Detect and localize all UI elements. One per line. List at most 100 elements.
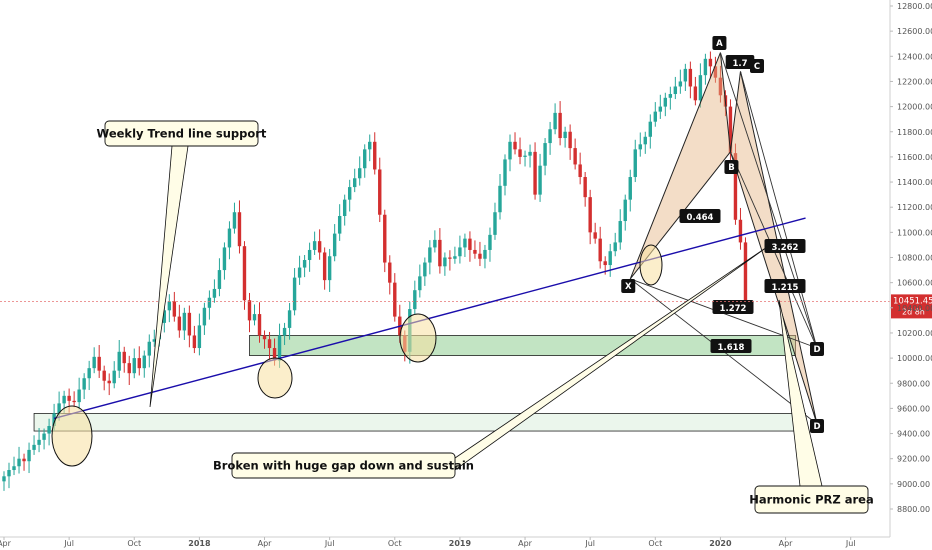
candle-body xyxy=(463,238,467,248)
candle-body xyxy=(393,282,397,317)
candle xyxy=(232,202,237,234)
candle-body xyxy=(468,238,472,250)
candle-body xyxy=(297,267,302,278)
candle-body xyxy=(563,131,567,139)
support-circle-1 xyxy=(51,405,93,467)
candle xyxy=(548,121,552,155)
candle xyxy=(192,325,197,354)
candle-body xyxy=(312,241,317,250)
candle xyxy=(728,99,733,165)
candle-body xyxy=(433,239,437,248)
candle xyxy=(42,428,46,450)
candle xyxy=(738,207,743,250)
point-d-1: D xyxy=(813,345,820,355)
candle-body xyxy=(12,466,16,471)
candle-body xyxy=(277,335,282,361)
candle-body xyxy=(167,301,172,311)
candle-body xyxy=(152,339,156,342)
candle xyxy=(358,156,362,186)
candle-body xyxy=(97,356,101,371)
callout-gap-down: Broken with huge gap down and sustain xyxy=(213,244,771,479)
candle-body xyxy=(207,297,212,308)
candle xyxy=(633,139,637,183)
x-tick-label: Apr xyxy=(779,539,794,548)
y-tick-label: 10200.00 xyxy=(897,329,932,338)
candle-body xyxy=(428,247,432,263)
candle-body xyxy=(22,458,26,462)
candle xyxy=(312,231,317,255)
candle xyxy=(423,257,427,286)
ratio-bd: 1.215 xyxy=(772,283,799,293)
y-tick-label: 8800.00 xyxy=(897,505,930,514)
candle xyxy=(307,242,312,272)
candle xyxy=(648,114,652,149)
ratio-cd: 3.262 xyxy=(772,243,799,253)
candle xyxy=(27,442,31,474)
candle xyxy=(302,254,307,278)
y-tick-label: 10400.00 xyxy=(897,304,932,313)
candle xyxy=(92,347,96,374)
candle xyxy=(418,264,422,298)
candle xyxy=(543,138,547,176)
candle-body xyxy=(182,312,187,331)
ratio-cd-bg xyxy=(764,239,806,253)
candle-body xyxy=(573,148,577,165)
candle xyxy=(623,194,627,231)
candle-body xyxy=(608,251,612,266)
candle-body xyxy=(518,149,522,157)
candle xyxy=(197,313,202,356)
candle xyxy=(663,92,668,117)
x-tick-label: Apr xyxy=(518,539,533,548)
candle xyxy=(82,373,86,400)
candle-body xyxy=(373,141,377,170)
y-tick-label: 10800.00 xyxy=(897,254,932,263)
candle-body xyxy=(703,58,708,76)
point-a-bg xyxy=(712,36,727,50)
candle-body xyxy=(127,363,131,374)
x-tick-label: Apr xyxy=(0,539,12,548)
candle-body xyxy=(528,151,532,156)
y-tick-label: 11200.00 xyxy=(897,203,932,212)
candle xyxy=(573,138,577,170)
candle-body xyxy=(728,106,733,154)
candle xyxy=(568,124,572,160)
candle xyxy=(448,250,452,271)
candle xyxy=(332,224,337,262)
candle xyxy=(337,204,342,241)
candle xyxy=(222,242,227,280)
candle xyxy=(733,143,738,225)
point-b: B xyxy=(728,163,734,173)
candle xyxy=(508,134,512,172)
candle-body xyxy=(733,153,738,220)
candle-body xyxy=(603,261,607,266)
candle xyxy=(17,446,21,474)
candle-body xyxy=(548,129,552,144)
candle xyxy=(743,237,748,311)
callout-prz-box xyxy=(754,485,869,514)
candle xyxy=(693,76,698,106)
point-d-2: D xyxy=(813,422,820,432)
candle-body xyxy=(92,356,96,369)
last-price-tag xyxy=(891,294,932,319)
ratio-xd-2: 1.618 xyxy=(718,343,745,353)
candle xyxy=(473,240,477,259)
candle xyxy=(242,241,247,310)
y-tick-label: 12000.00 xyxy=(897,103,932,112)
candle-body xyxy=(583,177,587,198)
candle xyxy=(553,103,557,135)
candle-body xyxy=(493,212,497,235)
candle xyxy=(503,154,507,196)
candle xyxy=(267,331,272,360)
candle xyxy=(678,69,683,94)
callout-gap-down-text: Broken with huge gap down and sustain xyxy=(213,459,474,473)
candle-body xyxy=(287,310,292,328)
callout-prz-pointer xyxy=(778,299,823,487)
candle-body xyxy=(272,348,277,361)
point-d-1-bg xyxy=(810,342,824,356)
candle xyxy=(127,355,131,386)
candle xyxy=(12,456,16,476)
ratio-xd-1-bg xyxy=(712,300,754,314)
candle-body xyxy=(388,262,392,283)
